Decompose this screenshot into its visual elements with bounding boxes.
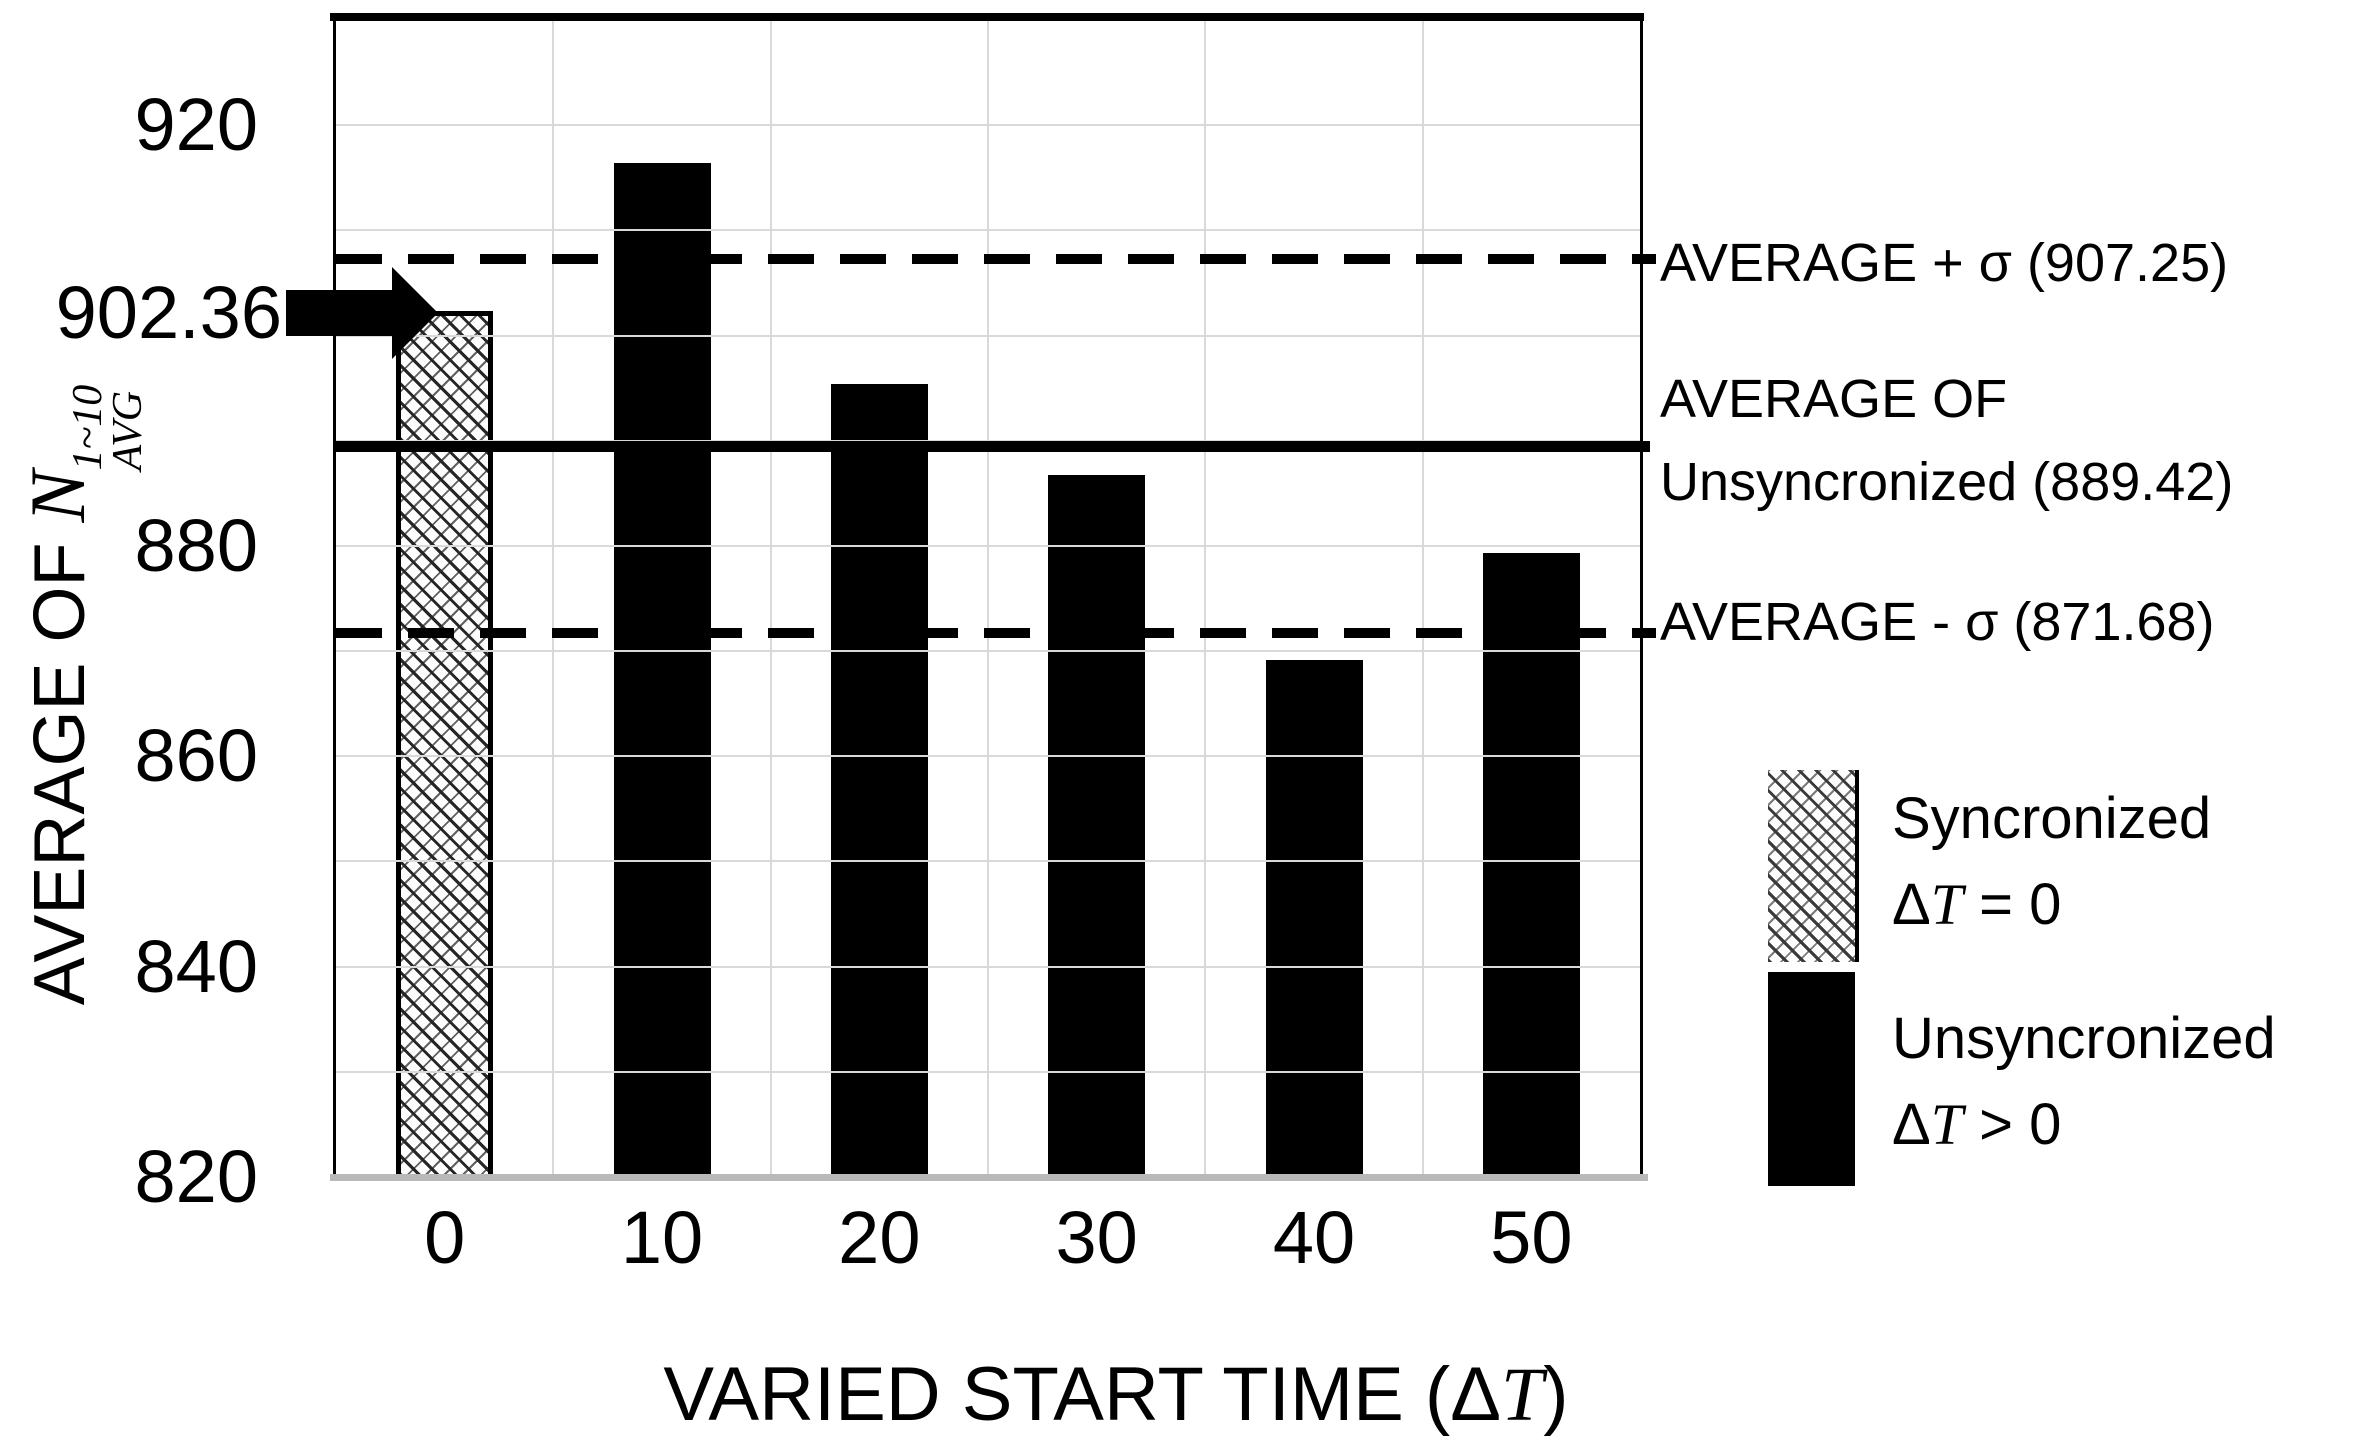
horizontal-gridline: [336, 1070, 1640, 1073]
horizontal-gridline: [336, 124, 1640, 127]
legend-cond-synchronized: ΔT = 0: [1892, 862, 2211, 948]
legend-swatch-synchronized: [1768, 770, 1859, 962]
reference-line-sigma-plus: [336, 254, 1656, 265]
legend-unsync-delta: Δ: [1892, 1092, 1931, 1157]
legend-unsync-cond-text: > 0: [1963, 1092, 2062, 1157]
annotation-sigma-minus: AVERAGE - σ (871.68): [1660, 592, 2215, 652]
x-tick-label: 10: [620, 1196, 704, 1279]
horizontal-gridline: [336, 334, 1640, 337]
bar-unsynchronized-dt20: [830, 383, 928, 1177]
horizontal-gridline: [336, 860, 1640, 863]
reference-line-average: [336, 441, 1650, 453]
x-axis-title: VARIED START TIME (ΔT): [466, 1352, 1766, 1438]
x-tick-label: 30: [1055, 1196, 1138, 1279]
x-tick-label: 20: [838, 1196, 921, 1279]
x-axis-line: [330, 1174, 1648, 1181]
y-tick-label: 880: [134, 503, 258, 587]
vertical-gridline: [987, 20, 989, 1174]
y-tick-label: 820: [134, 1135, 258, 1218]
sync-arrow-shaft: [286, 290, 394, 336]
x-tick-label: 40: [1272, 1196, 1356, 1279]
bar-unsynchronized-dt10: [613, 163, 711, 1177]
sync-value-label: 902.36: [55, 271, 282, 354]
annotation-sigma-plus: AVERAGE + σ (907.25): [1660, 233, 2229, 293]
legend-cond-unsynchronized: ΔT > 0: [1892, 1082, 2276, 1168]
annotation-average-line2: Unsyncronized (889.42): [1660, 452, 2234, 512]
legend-sync-cond-text: = 0: [1963, 872, 2062, 937]
legend-unsync-t: T: [1930, 1092, 1964, 1157]
legend-label-unsynchronized: Unsyncronized: [1892, 1006, 2276, 1071]
bar-synchronized-dt0: [396, 310, 494, 1177]
legend-item-synchronized: Syncronized ΔT = 0: [1892, 776, 2211, 948]
y-tick-label: 920: [134, 83, 258, 167]
legend-label-synchronized: Syncronized: [1892, 786, 2212, 851]
x-axis-delta: Δ: [1450, 1352, 1502, 1437]
horizontal-gridline: [336, 755, 1640, 758]
horizontal-gridline: [336, 229, 1640, 232]
bar-unsynchronized-dt50: [1482, 553, 1580, 1177]
legend-sync-delta: Δ: [1892, 872, 1931, 937]
legend-item-unsynchronized: Unsyncronized ΔT > 0: [1892, 996, 2276, 1168]
legend-swatch-unsynchronized: [1768, 972, 1855, 1186]
legend-sync-t: T: [1930, 872, 1964, 937]
y-tick-label: 860: [134, 714, 258, 798]
horizontal-gridline: [336, 544, 1640, 547]
y-tick-label: 840: [134, 924, 258, 1008]
x-axis-title-close: ): [1543, 1352, 1569, 1437]
annotation-average: AVERAGE OF Unsyncronized (889.42): [1660, 358, 2233, 524]
vertical-gridline: [769, 20, 772, 1174]
x-tick-label: 0: [424, 1196, 466, 1279]
horizontal-gridline: [336, 650, 1640, 653]
reference-line-sigma-minus: [336, 628, 1656, 639]
plot-top-border: [330, 13, 1644, 21]
vertical-gridline: [1421, 20, 1424, 1174]
y-axis-line: [333, 13, 336, 1177]
bar-unsynchronized-dt40: [1265, 659, 1363, 1177]
bar-unsynchronized-dt30: [1048, 475, 1146, 1177]
vertical-gridline: [1204, 20, 1207, 1174]
plot-right-border: [1640, 13, 1643, 1177]
x-tick-label: 50: [1490, 1196, 1573, 1279]
horizontal-gridline: [336, 439, 1640, 442]
x-axis-t: T: [1501, 1353, 1544, 1437]
sync-arrow-icon: [392, 267, 438, 359]
annotation-average-line1: AVERAGE OF: [1660, 369, 2008, 429]
x-axis-title-text: VARIED START TIME (: [663, 1352, 1451, 1437]
vertical-gridline: [552, 20, 555, 1174]
horizontal-gridline: [336, 965, 1640, 968]
